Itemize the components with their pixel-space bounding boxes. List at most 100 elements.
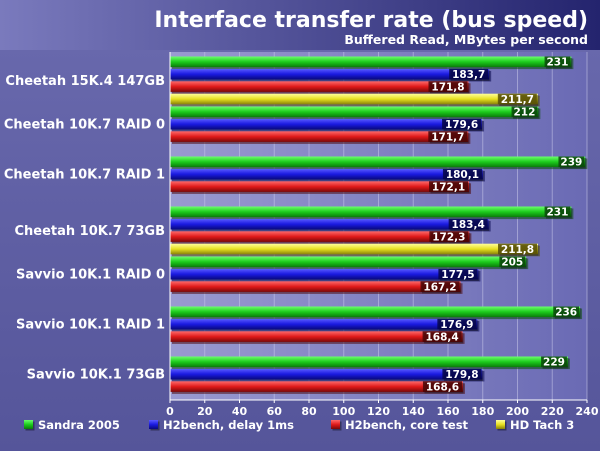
value-label: 176,9 (440, 319, 473, 331)
legend-label: Sandra 2005 (38, 418, 120, 432)
bar (170, 268, 479, 280)
value-label-box (422, 381, 462, 392)
value-label-box (553, 306, 580, 318)
value-label: 212 (513, 107, 535, 119)
category-label: Savvio 10K.1 RAID 0 (16, 268, 165, 283)
value-label-box (420, 281, 460, 292)
value-label: 211,8 (501, 244, 534, 256)
value-label-box (428, 131, 468, 142)
x-tick-label: 180 (471, 405, 494, 418)
x-tick-label: 160 (437, 405, 460, 418)
value-label-box (558, 156, 585, 168)
value-label-box (449, 68, 489, 80)
value-label-box (544, 206, 571, 218)
bar (170, 56, 572, 68)
bar (170, 156, 586, 168)
bars: 231183,7171,8211,7212179,6171,7239180,11… (170, 56, 588, 394)
category-labels: Cheetah 15K.4 147GB Cheetah 10K.7 RAID 0 C… (4, 74, 165, 383)
category-label: Cheetah 10K.7 73GB (14, 224, 165, 239)
value-label-box (448, 218, 488, 230)
value-label: 168,4 (425, 331, 458, 343)
legend-label: HD Tach 3 (510, 418, 574, 432)
x-tick-label: 0 (166, 405, 174, 418)
value-label: 179,8 (445, 369, 478, 381)
x-tick-label: 40 (232, 405, 248, 418)
bar (170, 68, 490, 80)
value-label-box (442, 368, 482, 380)
value-label: 179,6 (445, 119, 478, 131)
value-label: 236 (555, 307, 577, 319)
x-tick-label: 220 (541, 405, 564, 418)
value-label-box (442, 168, 482, 180)
value-label-box (438, 268, 478, 280)
value-label: 172,1 (432, 181, 465, 193)
category-label: Savvio 10K.1 RAID 1 (16, 318, 165, 333)
bar (170, 181, 470, 192)
value-label-box (428, 81, 468, 92)
bar (170, 306, 581, 318)
bar (170, 331, 463, 342)
x-tick-label: 200 (506, 405, 529, 418)
category-label: Cheetah 10K.7 RAID 0 (4, 118, 165, 133)
value-label: 183,4 (452, 219, 485, 231)
category-label: Cheetah 10K.7 RAID 1 (4, 168, 165, 183)
legend-label: H2bench, delay 1ms (163, 418, 294, 432)
value-label: 171,7 (431, 131, 464, 143)
bar (170, 368, 483, 380)
legend-swatch (496, 420, 505, 429)
value-label-box (541, 356, 567, 368)
legend-label: H2bench, core test (345, 418, 469, 432)
legend: Sandra 2005 H2bench, delay 1ms H2bench, co… (24, 418, 574, 432)
value-label-box (511, 106, 538, 118)
x-tick-label: 60 (267, 405, 283, 418)
x-tick-label: 240 (576, 405, 599, 418)
bar (170, 218, 489, 230)
value-label: 231 (547, 207, 569, 219)
x-tick-label: 140 (402, 405, 425, 418)
bar (170, 256, 527, 268)
bar (170, 81, 469, 92)
x-tick-label: 120 (367, 405, 390, 418)
bar (170, 243, 539, 255)
legend-swatch (331, 420, 340, 429)
value-label: 180,1 (446, 169, 479, 181)
category-label: Savvio 10K.1 73GB (27, 368, 165, 383)
value-label: 168,6 (426, 381, 459, 393)
x-tick-label: 100 (332, 405, 355, 418)
bar (170, 318, 478, 330)
value-label: 231 (547, 57, 569, 69)
bar (170, 231, 470, 242)
bar (170, 118, 483, 130)
value-label: 183,7 (452, 69, 485, 81)
value-label-box (544, 56, 571, 68)
x-axis: 0 20 40 60 80 100 120 140 160 180 200 220 240 (166, 52, 599, 418)
bar (170, 93, 538, 105)
value-label-box (498, 243, 538, 255)
value-label: 239 (560, 157, 582, 169)
value-label-box (422, 331, 462, 342)
bar (170, 281, 461, 292)
bar (170, 381, 463, 392)
bar (170, 106, 539, 118)
value-label-box (499, 256, 526, 268)
value-label: 171,8 (431, 81, 464, 93)
value-label-box (442, 118, 482, 130)
chart-subtitle: Buffered Read, MBytes per second (344, 32, 588, 47)
bar (170, 356, 568, 368)
category-label: Cheetah 15K.4 147GB (5, 74, 165, 89)
chart-title: Interface transfer rate (bus speed) (154, 8, 588, 33)
bar (170, 168, 483, 180)
value-label: 172,3 (432, 231, 465, 243)
value-label-box (429, 181, 469, 192)
value-label-box (429, 231, 469, 242)
value-label: 167,2 (423, 281, 456, 293)
value-label-box (497, 93, 537, 105)
value-label: 205 (501, 257, 523, 269)
title-banner (0, 0, 600, 50)
value-label: 177,5 (441, 269, 474, 281)
legend-swatch (24, 420, 33, 429)
x-tick-label: 20 (197, 405, 213, 418)
x-tick-label: 80 (301, 405, 317, 418)
legend-swatch (149, 420, 158, 429)
